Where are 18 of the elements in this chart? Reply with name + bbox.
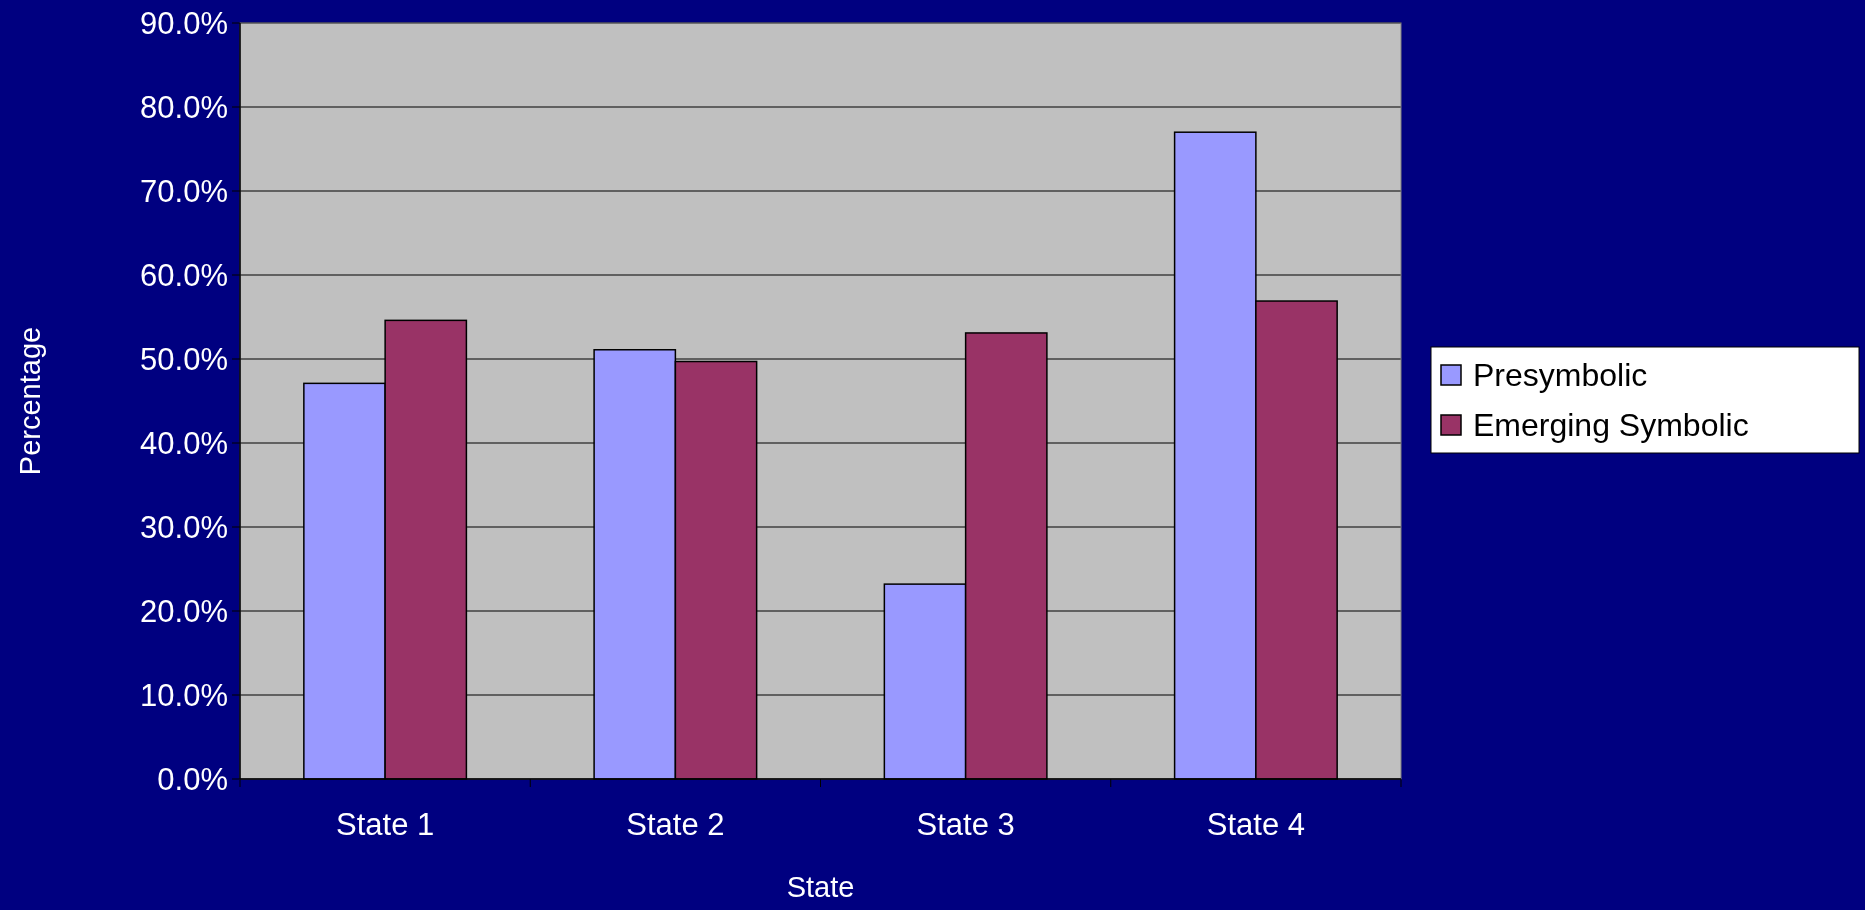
y-axis-title: Percentage bbox=[14, 326, 46, 476]
y-tick-label: 70.0% bbox=[140, 173, 228, 209]
x-tick-label: State 2 bbox=[626, 807, 725, 842]
y-tick-label: 40.0% bbox=[140, 425, 228, 461]
legend-label: Presymbolic bbox=[1473, 357, 1648, 394]
y-tick-label: 50.0% bbox=[140, 341, 228, 377]
y-tick-label: 0.0% bbox=[157, 761, 228, 797]
x-tick-label: State 3 bbox=[916, 807, 1015, 842]
x-axis-title: State bbox=[786, 871, 855, 903]
x-tick-label: State 4 bbox=[1206, 807, 1305, 842]
x-tick-label: State 1 bbox=[336, 807, 435, 842]
y-tick-label: 20.0% bbox=[140, 593, 228, 629]
y-tick-label: 80.0% bbox=[140, 89, 228, 125]
y-tick-label: 30.0% bbox=[140, 509, 228, 545]
y-tick-label: 10.0% bbox=[140, 677, 228, 713]
y-tick-label: 90.0% bbox=[140, 5, 228, 41]
legend-label: Emerging Symbolic bbox=[1473, 407, 1749, 444]
y-tick-label: 60.0% bbox=[140, 257, 228, 293]
